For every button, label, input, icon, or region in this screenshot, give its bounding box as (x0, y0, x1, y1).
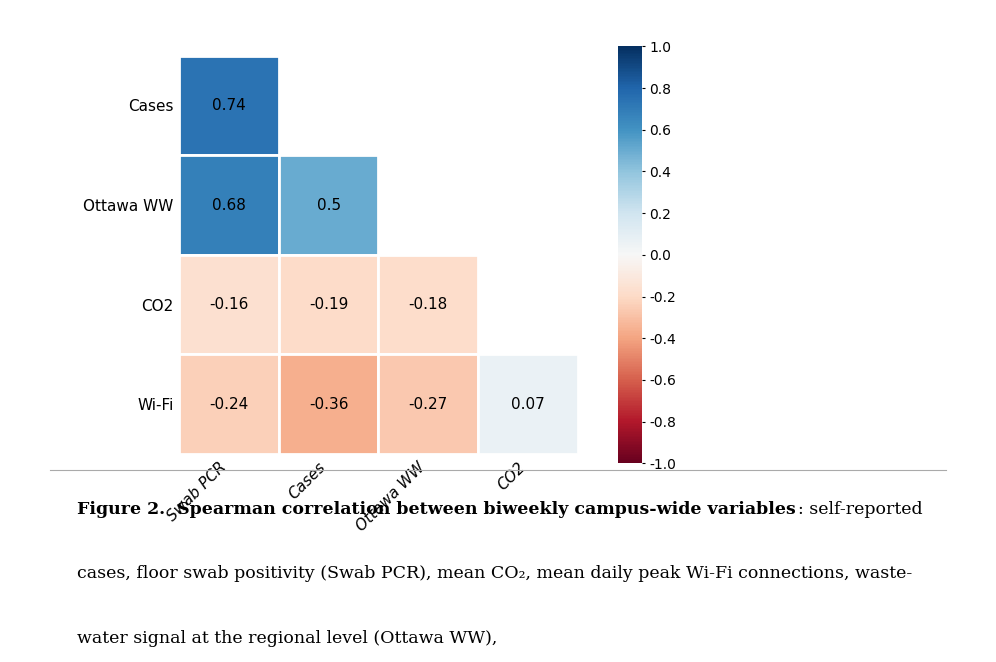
Text: -0.16: -0.16 (209, 297, 249, 312)
Text: water signal at the regional level (Ottawa WW),: water signal at the regional level (Otta… (77, 630, 497, 647)
Text: -0.24: -0.24 (209, 397, 249, 412)
Bar (279, 354, 378, 454)
Bar (179, 255, 279, 354)
Bar (179, 156, 279, 255)
Bar (378, 255, 478, 354)
Bar (179, 56, 279, 156)
Text: cases, floor swab positivity (Swab PCR), mean CO₂, mean daily peak Wi-Fi connect: cases, floor swab positivity (Swab PCR),… (77, 565, 912, 583)
Text: -0.19: -0.19 (309, 297, 349, 312)
Text: 0.07: 0.07 (511, 397, 545, 412)
Text: -0.36: -0.36 (309, 397, 349, 412)
Text: 0.5: 0.5 (317, 197, 341, 213)
Bar (179, 354, 279, 454)
Bar (279, 255, 378, 354)
Text: 0.68: 0.68 (212, 197, 246, 213)
Bar (279, 156, 378, 255)
Text: Figure 2.  Spearman correlation between biweekly campus-wide variables: Figure 2. Spearman correlation between b… (77, 501, 796, 518)
Bar (378, 354, 478, 454)
Text: : self-reported: : self-reported (798, 501, 922, 518)
Bar (478, 354, 578, 454)
Text: -0.18: -0.18 (408, 297, 448, 312)
Text: 0.74: 0.74 (212, 98, 246, 113)
Text: -0.27: -0.27 (408, 397, 448, 412)
